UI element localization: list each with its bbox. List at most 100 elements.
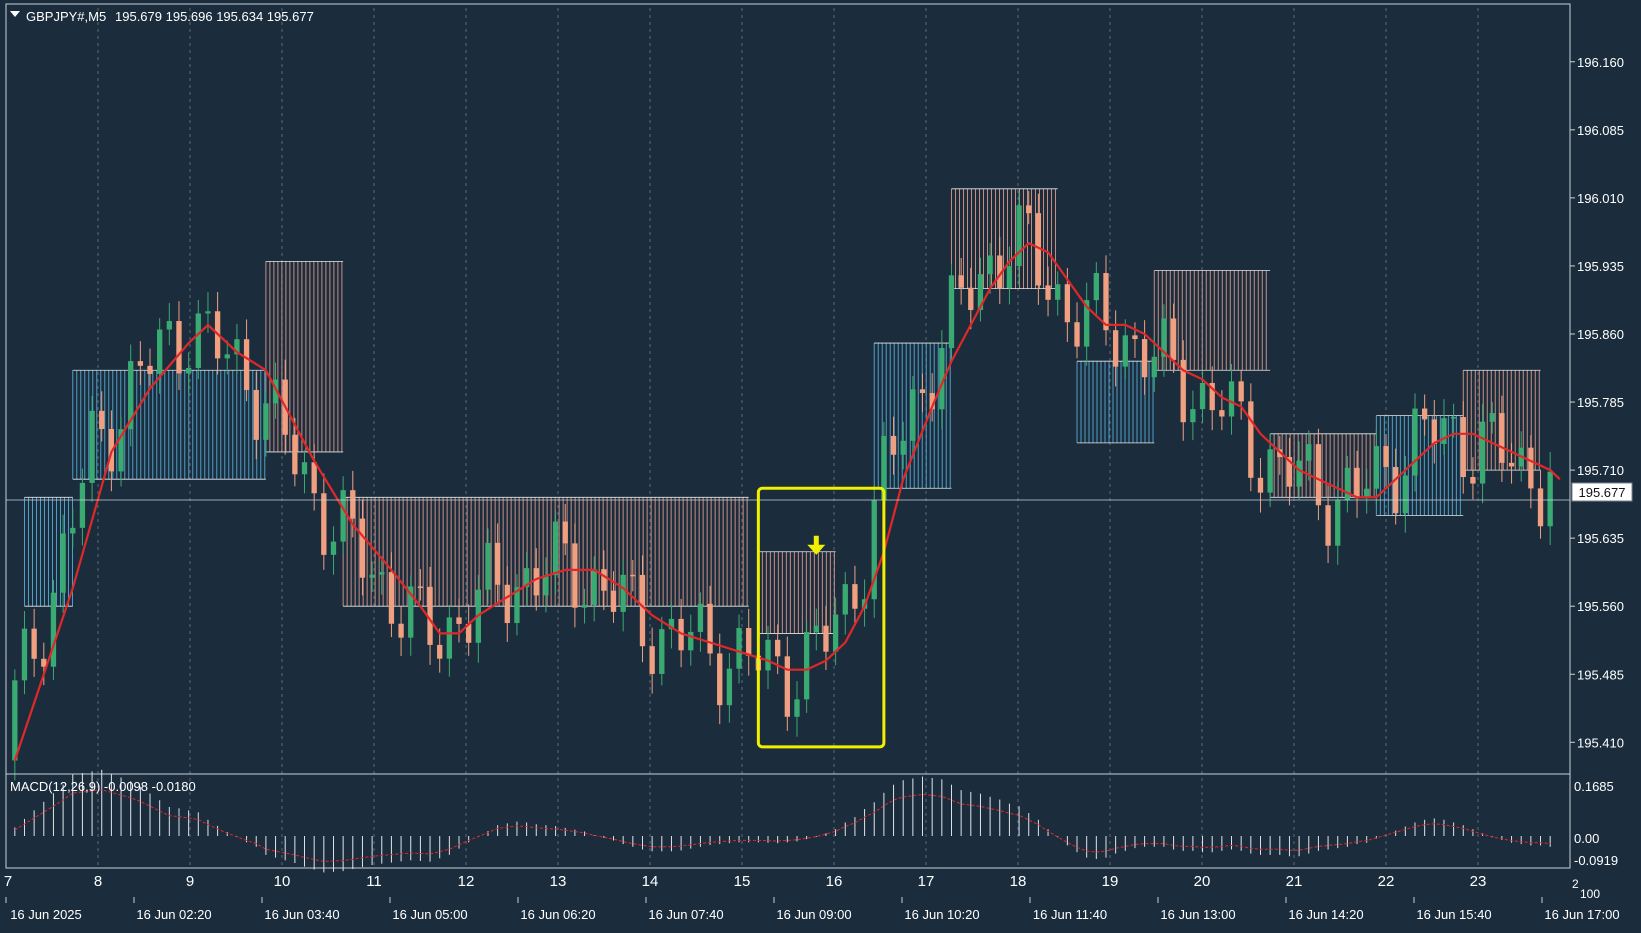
candle-body <box>562 521 568 544</box>
candle-body <box>1006 266 1013 289</box>
candle-body <box>99 410 105 429</box>
candle-body <box>881 435 887 501</box>
price-tick-label: 195.635 <box>1577 531 1624 546</box>
candle-body <box>1151 356 1157 378</box>
price-tick-label: 196.160 <box>1577 55 1624 70</box>
candle-body <box>89 410 95 483</box>
time-label: 16 Jun 05:00 <box>392 907 467 922</box>
candle-body <box>1170 318 1177 360</box>
candle-body <box>784 656 790 717</box>
time-label: 16 Jun 02:20 <box>136 907 211 922</box>
candle-body <box>437 644 443 659</box>
candle-body <box>224 354 230 359</box>
candle-body <box>41 658 47 667</box>
time-label: 16 Jun 2025 <box>10 907 82 922</box>
candle-body <box>1547 471 1553 527</box>
time-label: 16 Jun 07:40 <box>648 907 723 922</box>
candle-body <box>272 379 279 404</box>
candle-body <box>794 699 800 717</box>
candle-body <box>1421 408 1428 420</box>
candle-body <box>630 574 636 577</box>
candle-body <box>185 368 192 374</box>
macd-label: MACD(12,26,9) -0.0098 -0.0180 <box>10 779 196 794</box>
candle-body <box>572 543 578 608</box>
candle-body <box>707 603 713 654</box>
candle-body <box>301 462 308 475</box>
candle-body <box>321 493 327 555</box>
candle-body <box>746 627 752 656</box>
day-label: 14 <box>642 873 659 890</box>
candle-body <box>813 625 819 633</box>
time-axis: 16 Jun 2025 16 Jun 02:20 16 Jun 03:40 16 Ju… <box>5 897 1620 922</box>
candle-body <box>1103 273 1109 331</box>
candle-body <box>620 574 626 612</box>
candle-body <box>253 389 259 440</box>
candle-body <box>803 632 810 700</box>
candle-body <box>50 592 57 667</box>
price-axis: 196.160 196.085 196.010 195.935 195.860 195.7… <box>1570 55 1624 750</box>
day-label: 15 <box>734 873 751 890</box>
candle-body <box>910 389 916 441</box>
sell-arrow-head <box>807 544 826 555</box>
price-tick-label: 195.860 <box>1577 327 1624 342</box>
candle-body <box>852 584 858 609</box>
candle-body <box>157 329 163 374</box>
candle-body <box>668 618 675 630</box>
candle-body <box>446 617 453 659</box>
candle-body <box>1267 449 1273 493</box>
candle-body <box>1064 284 1071 323</box>
candle-body <box>823 625 829 652</box>
day-label: 20 <box>1194 873 1211 890</box>
candle-body <box>533 568 539 596</box>
ichimoku-cloud <box>23 188 1541 634</box>
candle-body <box>417 586 424 588</box>
candle-body <box>610 590 617 612</box>
candle-body <box>1219 410 1225 417</box>
candle-body <box>1141 339 1148 378</box>
symbol-label: GBPJPY#,M5 <box>26 9 106 24</box>
candle-body <box>842 584 848 615</box>
candle-body <box>1528 447 1534 489</box>
candle-body <box>717 653 723 706</box>
dropdown-triangle-icon[interactable] <box>10 11 20 17</box>
candle-body <box>330 541 337 555</box>
candle-body <box>639 574 646 647</box>
candle-body <box>388 572 395 624</box>
candle-body <box>581 604 588 608</box>
sell-arrow-shaft <box>813 535 819 546</box>
candle-body <box>601 569 607 591</box>
candle-body <box>292 434 298 475</box>
candle-body <box>929 393 935 410</box>
candle-body <box>1450 417 1457 419</box>
candle-body <box>765 639 771 671</box>
macd-tick-label: 0.1685 <box>1574 779 1614 794</box>
candle-body <box>1335 500 1341 546</box>
time-label: 16 Jun 06:20 <box>520 907 595 922</box>
candle-body <box>1161 318 1167 357</box>
candle-body <box>678 618 684 651</box>
time-label: 16 Jun 15:40 <box>1416 907 1491 922</box>
price-tick-label: 196.010 <box>1577 191 1624 206</box>
edge-label: 2 <box>1572 877 1579 891</box>
edge-label: 100 <box>1580 887 1600 901</box>
candle-body <box>494 542 501 585</box>
candle-body <box>21 628 28 681</box>
candle-body <box>1354 467 1360 499</box>
candle-body <box>939 348 945 410</box>
price-tick-label: 195.710 <box>1577 463 1624 478</box>
price-tick-label: 195.560 <box>1577 599 1624 614</box>
candle-body <box>1499 413 1505 463</box>
candle-body <box>987 255 993 275</box>
moving-average-line <box>13 241 1561 761</box>
candle-body <box>871 500 877 600</box>
candle-body <box>1055 284 1061 300</box>
candle-body <box>697 603 704 632</box>
highlight-box <box>756 486 886 749</box>
candle-body <box>1286 457 1293 487</box>
time-label: 16 Jun 17:00 <box>1544 907 1619 922</box>
time-label: 16 Jun 03:40 <box>264 907 339 922</box>
candle-body <box>1537 488 1544 527</box>
candle-body <box>1470 477 1476 484</box>
price-tick-label: 195.485 <box>1577 667 1624 682</box>
